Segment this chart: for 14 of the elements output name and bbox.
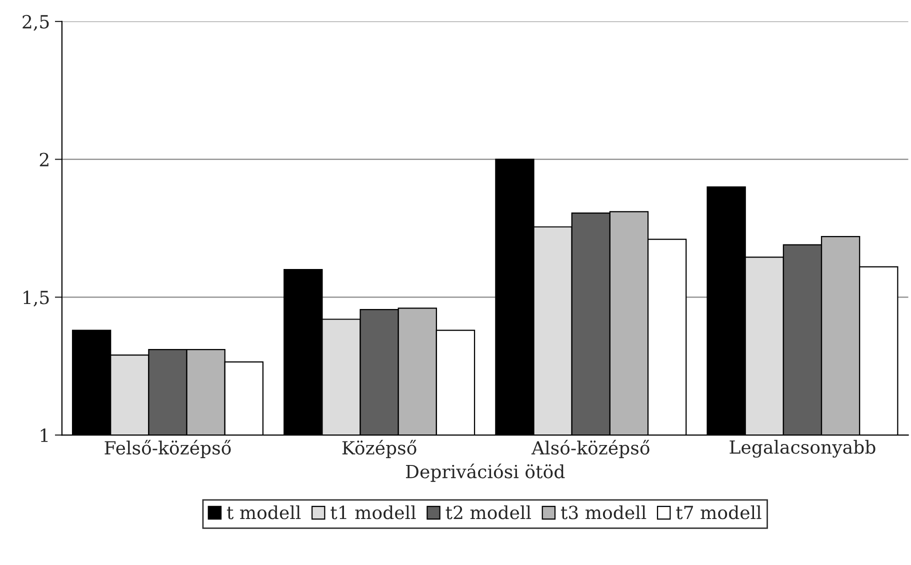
y-tick-label: 1 <box>40 428 48 442</box>
y-tick-label: 2,5 <box>22 14 49 31</box>
legend-label: t modell <box>226 505 301 520</box>
x-tick-label: Középső <box>342 440 416 458</box>
x-tick-label: Legalacsonyabb <box>730 440 876 458</box>
legend-label: t7 modell <box>676 505 762 520</box>
legend-label: t3 modell <box>560 505 646 520</box>
x-tick-label: Alsó-középső <box>531 440 650 458</box>
y-tick-label: 1,5 <box>24 290 49 307</box>
x-axis-title: Deprivációsi ötöd <box>406 464 565 482</box>
legend-label: t1 modell <box>330 505 416 520</box>
x-tick-label: Felső-középső <box>104 440 231 458</box>
legend-label: t2 modell <box>446 505 531 520</box>
y-tick-label: 2 <box>40 152 48 166</box>
